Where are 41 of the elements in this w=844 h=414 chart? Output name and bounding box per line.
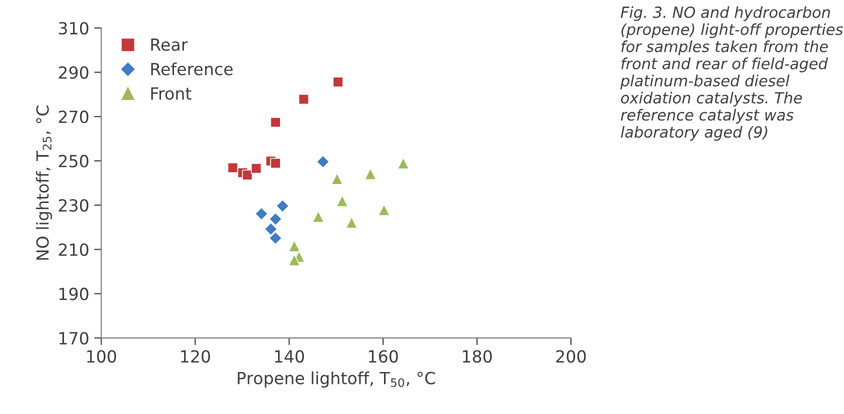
point [270, 158, 281, 169]
legend-label: Reference [151, 62, 233, 76]
point [270, 116, 281, 128]
point [268, 231, 282, 245]
y-tick-label: 190 [59, 288, 88, 300]
point [242, 170, 253, 180]
legend-label: Front [151, 87, 192, 100]
point [346, 216, 358, 229]
y-tick-label: 310 [58, 22, 88, 35]
point [312, 210, 324, 223]
point [298, 94, 310, 105]
caption: Fig. 3. NO and hydrocarbon (propene) light-off properties for samples taken from the front and rear of field-aged platinum-based diesel oxidation catalysts. The reference catalyst was laboratory aged (9) [620, 6, 843, 141]
x-tick-label: 180 [462, 350, 492, 363]
x-tick-label: 120 [181, 350, 210, 363]
point [397, 157, 410, 170]
point [331, 172, 344, 185]
x-tick-label: 160 [369, 350, 398, 363]
y-tick-label: 230 [58, 199, 88, 212]
y-tick-label: 290 [58, 66, 88, 79]
point [227, 162, 238, 174]
point [288, 254, 300, 266]
point [288, 240, 300, 252]
point [264, 222, 278, 236]
point [336, 194, 348, 207]
y-tick-label: 270 [58, 110, 88, 124]
x-axis-title: Propene lightoff, T$_{50}$, °C [238, 371, 436, 388]
y-tick-label: 250 [58, 154, 88, 168]
point [332, 76, 344, 88]
point [250, 163, 262, 174]
point [254, 207, 268, 220]
point [316, 155, 330, 168]
legend-label: Rear [151, 38, 188, 51]
x-tick-label: 140 [275, 350, 304, 363]
point [268, 212, 282, 226]
point [364, 168, 376, 180]
y-tick-label: 210 [58, 243, 88, 256]
x-tick-label: 200 [556, 350, 586, 363]
y-tick-label: 170 [59, 332, 88, 345]
x-tick-label: 100 [87, 350, 116, 363]
y-axis-title: NO lightoff, T$_{25}$, °C [36, 106, 52, 260]
point [276, 199, 290, 213]
